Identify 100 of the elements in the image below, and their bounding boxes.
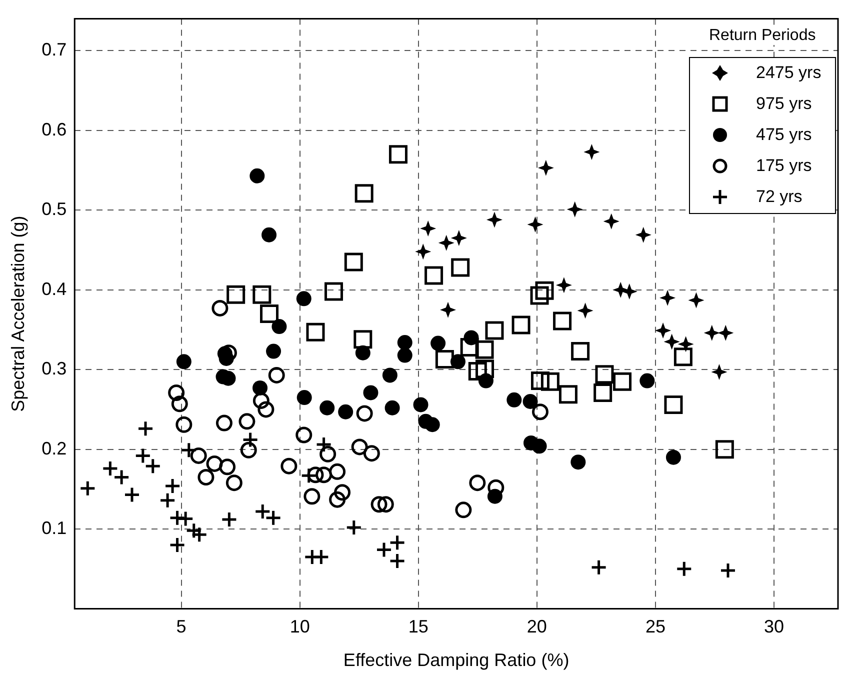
point [268, 366, 285, 384]
point [260, 304, 279, 324]
point [206, 455, 223, 472]
legend-title: Return Periods [707, 26, 818, 45]
point [266, 344, 282, 359]
point [612, 282, 629, 298]
x-tick-label: 20 [526, 616, 547, 637]
point [344, 252, 363, 272]
point [584, 144, 600, 160]
point [262, 227, 277, 242]
point [370, 496, 388, 513]
point [715, 440, 734, 459]
point [450, 354, 466, 370]
point [704, 324, 720, 341]
legend-label: 975 yrs [756, 94, 812, 114]
point [382, 368, 398, 383]
point [613, 372, 632, 391]
point [329, 463, 346, 480]
point [527, 216, 544, 233]
point [676, 560, 692, 578]
point [506, 392, 522, 408]
point [478, 373, 494, 388]
point [486, 212, 502, 228]
x-tick-label: 10 [290, 616, 310, 637]
point [666, 450, 681, 465]
point [558, 385, 578, 404]
point [464, 330, 479, 346]
point [355, 345, 370, 360]
x-axis-title: Effective Damping Ratio (%) [343, 650, 570, 670]
point [252, 392, 270, 409]
point [571, 342, 590, 361]
y-tick-label: 0.1 [42, 518, 67, 538]
point [621, 283, 638, 300]
point [363, 385, 378, 400]
point [594, 383, 612, 402]
point [220, 511, 238, 528]
point [198, 468, 214, 486]
point [171, 396, 188, 412]
point [324, 282, 343, 301]
y-axis-title: Spectral Acceleration (g) [8, 216, 28, 412]
point [450, 230, 467, 246]
point [438, 234, 454, 251]
legend-label: 175 yrs [756, 156, 812, 176]
x-tick-label: 25 [645, 616, 666, 637]
point [306, 322, 325, 342]
point [272, 319, 287, 334]
legend-label: 2475 yrs [756, 63, 822, 84]
point [252, 380, 268, 396]
point [415, 244, 432, 260]
x-tick-label: 5 [176, 616, 186, 637]
point [384, 400, 400, 416]
point [397, 348, 412, 363]
point [476, 360, 494, 378]
point [377, 496, 394, 513]
point [424, 266, 444, 285]
point [570, 454, 586, 470]
legend-label: 72 yrs [756, 187, 802, 208]
point [475, 340, 494, 359]
point [435, 350, 454, 368]
point [159, 492, 176, 509]
point [397, 335, 412, 350]
point [577, 302, 594, 319]
point [307, 466, 324, 484]
point [660, 290, 676, 306]
y-tick-label: 0.7 [42, 40, 67, 60]
point [363, 445, 380, 462]
point [320, 400, 335, 416]
point [164, 478, 181, 494]
point [540, 372, 560, 391]
point [250, 168, 265, 184]
point [389, 534, 406, 551]
point [296, 426, 312, 444]
point [354, 330, 372, 349]
point [320, 446, 336, 462]
point [137, 420, 154, 437]
point [338, 404, 354, 420]
point [169, 536, 186, 554]
point [535, 281, 554, 300]
point [216, 414, 232, 432]
point [190, 447, 207, 464]
point [485, 321, 504, 340]
point [538, 160, 554, 176]
point [718, 324, 734, 341]
point [238, 413, 256, 430]
point [460, 338, 479, 357]
point [640, 373, 655, 388]
point [451, 258, 470, 277]
x-tick-label: 15 [408, 616, 428, 637]
point [176, 354, 192, 370]
point [304, 488, 320, 505]
point [240, 442, 257, 458]
point [688, 292, 704, 308]
point [635, 226, 652, 243]
point [252, 285, 272, 304]
point [420, 220, 436, 236]
point [413, 397, 428, 412]
point [532, 404, 548, 420]
point [316, 466, 332, 484]
point [468, 362, 487, 380]
point [329, 491, 346, 508]
